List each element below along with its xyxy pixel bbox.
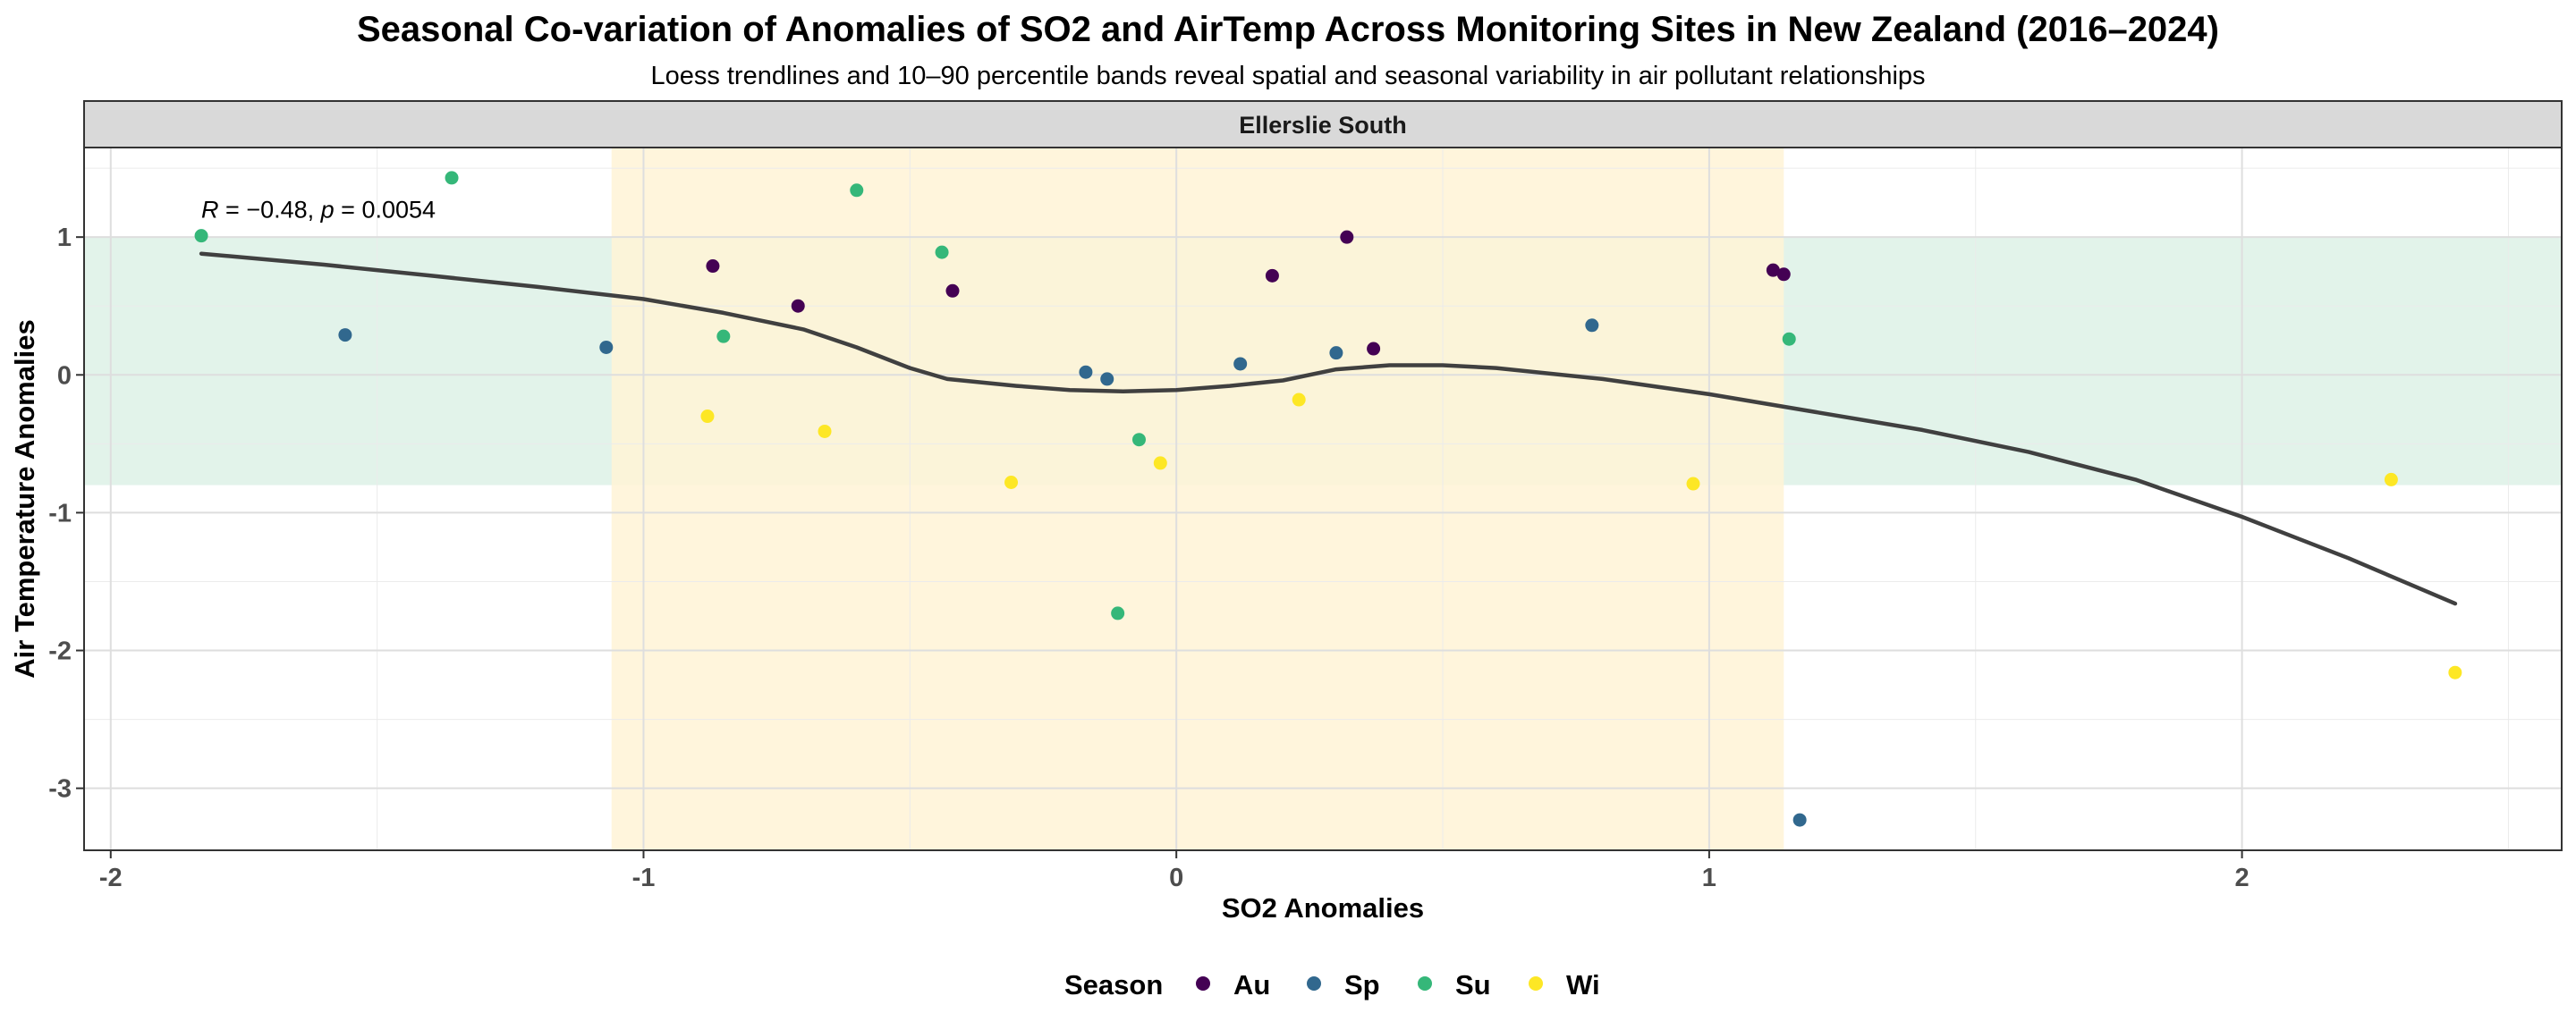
- x-axis-title: SO2 Anomalies: [1222, 892, 1424, 924]
- x-percentile-band: [611, 148, 1784, 850]
- facet-strip: [83, 100, 2563, 148]
- data-point-au: [791, 299, 805, 313]
- y-tick-label: -2: [48, 637, 72, 666]
- data-point-su: [194, 229, 208, 243]
- data-point-au: [945, 283, 960, 298]
- data-point-sp: [338, 328, 352, 342]
- data-point-wi: [700, 409, 715, 424]
- data-point-wi: [1153, 456, 1167, 470]
- y-tick-label: -3: [48, 775, 72, 804]
- y-tick-label: 0: [57, 361, 72, 390]
- data-point-su: [1131, 433, 1146, 447]
- data-point-wi: [1686, 477, 1700, 491]
- scatter-points: [194, 171, 2462, 827]
- x-tick-label: 1: [1702, 864, 1716, 892]
- x-tick-label: -1: [632, 864, 656, 892]
- data-point-au: [1776, 267, 1791, 282]
- x-tick-label: 0: [1169, 864, 1183, 892]
- data-point-sp: [1100, 372, 1114, 386]
- data-point-su: [850, 183, 864, 198]
- data-point-wi: [2384, 472, 2398, 486]
- chart-subtitle: Loess trendlines and 10–90 percentile ba…: [650, 62, 1925, 90]
- x-tick-label: -2: [99, 864, 123, 892]
- data-point-au: [1265, 268, 1279, 283]
- legend-key-wi: [1529, 976, 1543, 991]
- annotation-p-symbol: p: [320, 196, 335, 223]
- y-axis-title: Air Temperature Anomalies: [9, 319, 40, 678]
- data-point-sp: [1079, 365, 1093, 379]
- legend-label-wi: Wi: [1566, 969, 1600, 1000]
- legend-key-au: [1196, 976, 1210, 991]
- legend-key-sp: [1307, 976, 1321, 991]
- axis-ticks: -2 -1 0 1 2 -3 -2 -1 0 1: [48, 224, 2249, 892]
- data-point-su: [1782, 332, 1796, 346]
- data-point-su: [716, 329, 731, 343]
- data-point-sp: [599, 340, 614, 354]
- loess-trendline: [199, 251, 2458, 606]
- data-point-au: [1340, 230, 1354, 244]
- legend-label-au: Au: [1233, 969, 1270, 1000]
- legend: Season Au Sp Su Wi: [1064, 969, 1600, 1000]
- data-point-au: [706, 259, 720, 274]
- panel-border: [83, 147, 2563, 851]
- data-point-sp: [1792, 813, 1807, 827]
- annotation-r-value: = −0.48,: [219, 196, 321, 223]
- trendline-path: [199, 251, 2458, 606]
- grid-lines: [84, 148, 2562, 850]
- legend-key-su: [1418, 976, 1432, 991]
- legend-label-su: Su: [1455, 969, 1491, 1000]
- data-point-wi: [1004, 476, 1019, 490]
- correlation-annotation: R = −0.48, p = 0.0054: [201, 196, 436, 223]
- data-point-su: [935, 245, 949, 259]
- data-point-wi: [1292, 393, 1306, 407]
- data-point-au: [1367, 342, 1381, 356]
- annotation-r-symbol: R: [201, 196, 219, 223]
- facet-label: Ellerslie South: [1239, 112, 1407, 139]
- legend-label-sp: Sp: [1344, 969, 1380, 1000]
- data-point-wi: [2448, 665, 2462, 680]
- data-point-au: [1766, 263, 1780, 277]
- data-point-sp: [1233, 357, 1248, 371]
- chart-title: Seasonal Co-variation of Anomalies of SO…: [357, 10, 2219, 49]
- data-point-sp: [1329, 346, 1343, 360]
- y-tick-label: -1: [48, 499, 72, 528]
- legend-title: Season: [1064, 969, 1163, 1000]
- data-point-sp: [1585, 318, 1599, 333]
- data-point-su: [445, 171, 459, 185]
- annotation-p-value: = 0.0054: [335, 196, 436, 223]
- data-point-wi: [818, 424, 832, 438]
- x-tick-label: 2: [2235, 864, 2250, 892]
- data-point-su: [1111, 606, 1125, 621]
- y-tick-label: 1: [57, 224, 72, 252]
